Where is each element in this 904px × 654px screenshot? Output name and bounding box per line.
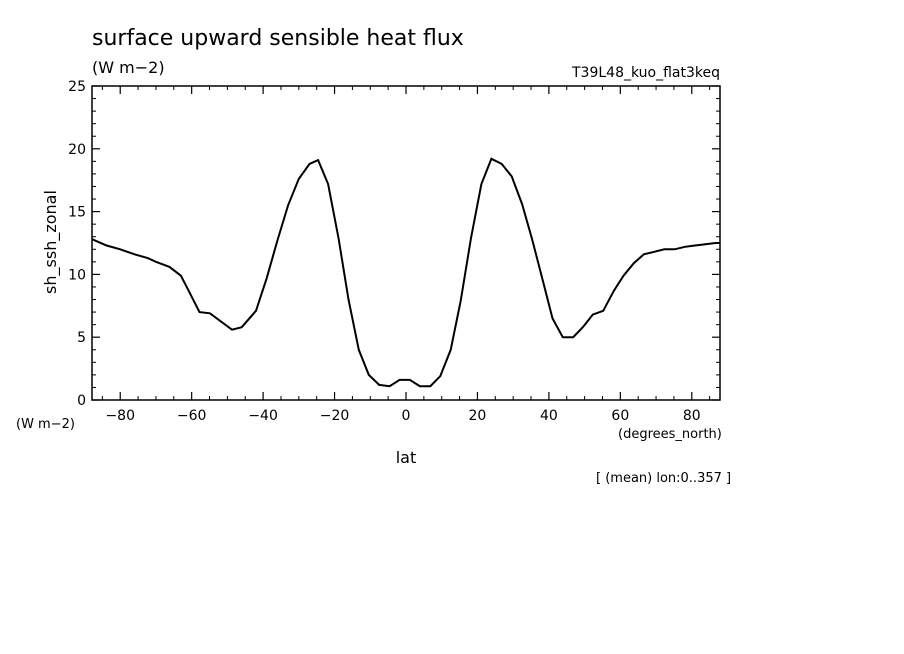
y-axis-label: sh_ssh_zonal xyxy=(41,190,61,294)
y-tick-label: 25 xyxy=(68,79,86,95)
y-tick-label: 15 xyxy=(68,205,86,221)
y-tick-label: 20 xyxy=(68,142,86,158)
x-tick-label: 0 xyxy=(402,408,411,424)
chart-title: surface upward sensible heat flux xyxy=(92,26,464,51)
x-tick-label: 20 xyxy=(469,408,487,424)
plot-axes xyxy=(91,85,721,401)
x-tick-label: 80 xyxy=(683,408,701,424)
experiment-label: T39L48_kuo_flat3keq xyxy=(571,65,720,81)
chart-units: (W m−2) xyxy=(92,58,165,77)
x-axis-ticks: −80 −60 −40 −20 0 20 40 60 80 xyxy=(101,86,711,424)
x-tick-label: −80 xyxy=(105,408,135,424)
x-tick-label: 60 xyxy=(611,408,629,424)
x-tick-label: 40 xyxy=(540,408,558,424)
x-tick-label: −60 xyxy=(177,408,207,424)
y-tick-label: 5 xyxy=(77,330,86,346)
x-axis-label: lat xyxy=(396,448,417,467)
plot-frame xyxy=(91,85,721,401)
x-axis-units: (degrees_north) xyxy=(618,427,722,442)
y-units-corner: (W m−2) xyxy=(16,417,75,432)
x-tick-label: −20 xyxy=(320,408,350,424)
y-axis-ticks: 0 5 10 15 20 25 xyxy=(68,79,720,409)
series-line xyxy=(91,157,720,388)
y-tick-label: 0 xyxy=(77,393,86,409)
y-tick-label: 10 xyxy=(68,267,86,283)
averaging-note: [ (mean) lon:0..357 ] xyxy=(596,471,731,486)
x-tick-label: −40 xyxy=(248,408,278,424)
